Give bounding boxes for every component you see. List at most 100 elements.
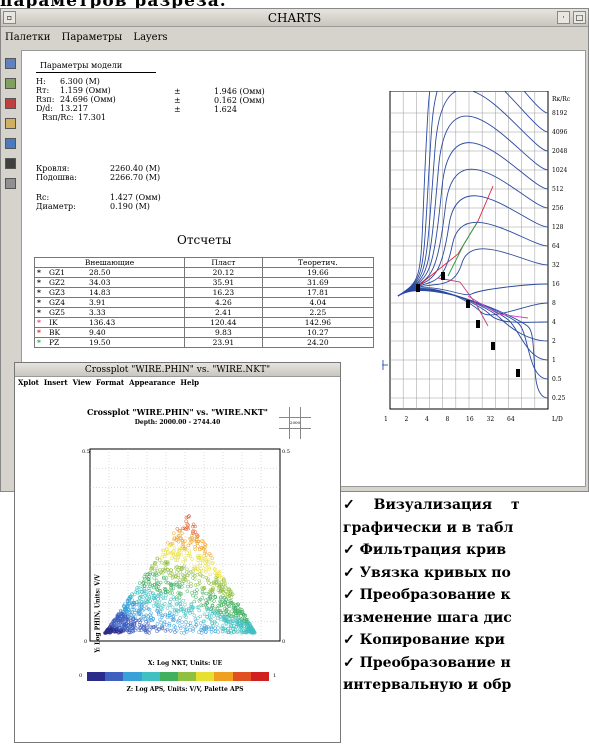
row-theor: 2.25 [261,307,375,318]
menu-layers[interactable]: Layers [133,32,168,43]
menu-params[interactable]: Параметры [61,32,123,43]
scatter-point [177,580,182,585]
green-curve [447,220,479,277]
menu-view[interactable]: View [72,378,92,387]
scatter-point [132,601,137,605]
menu-xplot[interactable]: Xplot [18,378,39,387]
row-name: * PZ 19.50 [34,337,185,348]
scatter-point [228,589,233,594]
palette-curve [397,115,549,297]
param-value: 13.217 [60,104,88,113]
palette-chart: 819240962048102451225612864321684210.50.… [382,91,571,423]
scatter-point [178,578,182,582]
curve-icon[interactable] [5,98,16,109]
scatter-point [230,614,235,619]
scatter-point [156,604,160,609]
scatter-point [164,547,169,551]
scatter-point [129,626,134,630]
scatter-point [222,602,226,607]
scatter-point [181,526,185,531]
scatter-point [203,602,208,607]
top-right-label: 0.5 [282,449,290,455]
menu-appearance[interactable]: Appearance [129,378,176,387]
scatter-point [186,523,190,527]
scatter-point [195,564,200,569]
scatter-point [223,629,228,633]
minimize-icon[interactable]: · [557,11,570,24]
scatter-point [234,616,238,620]
scatter-point [186,543,191,548]
palette-curve [397,290,549,399]
scatter-point [142,580,146,585]
scatter-point [178,570,183,574]
scatter-point [120,616,125,621]
list-item: ✓ Визуализация т [343,497,520,513]
tool-icon[interactable] [5,118,16,129]
save-icon[interactable] [5,158,16,169]
menu-format[interactable]: Format [96,378,125,387]
scatter-point [157,626,161,631]
scatter-point [210,588,215,592]
scatter-point [210,603,215,608]
scatter-point [172,597,177,602]
palette-swatch [123,672,142,681]
scatter-point [174,629,179,633]
scatter-point [218,589,223,594]
scatter-point [199,568,204,573]
scatter-point [224,597,229,602]
menu-insert[interactable]: Insert [43,378,68,387]
palette-icon[interactable] [5,58,16,69]
scatter-point [183,539,187,544]
scatter-point [129,621,134,625]
scatter-point [148,599,152,603]
window-title: CHARTS [1,9,588,27]
z-axis-label: Z: Log APS, Units: V/V, Palette APS [126,686,244,693]
scatter-point [141,602,145,606]
scatter-point [199,631,204,635]
scatter-point [160,613,165,617]
scatter-point [174,537,179,542]
scatter-point [247,624,252,628]
scatter-point [169,597,173,602]
scatter-point [167,621,172,626]
scatter-point [218,614,223,619]
scatter-point [206,559,211,564]
scatter-point [121,622,126,627]
scatter-point [226,626,231,631]
scatter-point [226,630,231,635]
scatter-point [122,608,127,612]
palette-curve [397,91,549,297]
scatter-point [128,627,133,631]
y-tick-label: 32 [552,262,560,269]
chart-icon[interactable] [5,138,16,149]
list-item: ✓ Фильтрация крив [343,542,507,558]
crossplot-title: Crossplot "WIRE.PHIN" vs. "WIRE.NKT" [87,407,268,417]
row-theor: 17.81 [261,287,375,298]
scatter-point [183,612,188,617]
scatter-point [203,545,207,550]
layers-icon[interactable] [5,78,16,89]
scatter-point [219,626,224,630]
scatter-point [230,601,235,606]
menu-palettes[interactable]: Палетки [5,32,51,43]
scatter-point [106,628,111,633]
scatter-point [130,610,134,614]
scatter-point [198,621,203,625]
scatter-point [159,620,163,625]
scatter-point [176,573,181,578]
scatter-point [112,619,117,623]
scatter-point [120,617,125,621]
scatter-point [130,614,135,618]
menu-help[interactable]: Help [180,378,200,387]
scatter-point [150,591,155,595]
axis-selector[interactable]: 2000 [279,407,311,439]
scatter-point [121,613,125,617]
scatter-point [189,569,193,574]
scatter-point [178,608,183,612]
print-icon[interactable] [5,178,16,189]
maximize-icon[interactable]: □ [573,11,586,24]
scatter-point [162,622,166,626]
krovlya-value: 2260.40 (M) [110,164,161,173]
row-plast: 23.91 [184,337,263,348]
window-menu-icon[interactable]: ▫ [3,11,16,24]
